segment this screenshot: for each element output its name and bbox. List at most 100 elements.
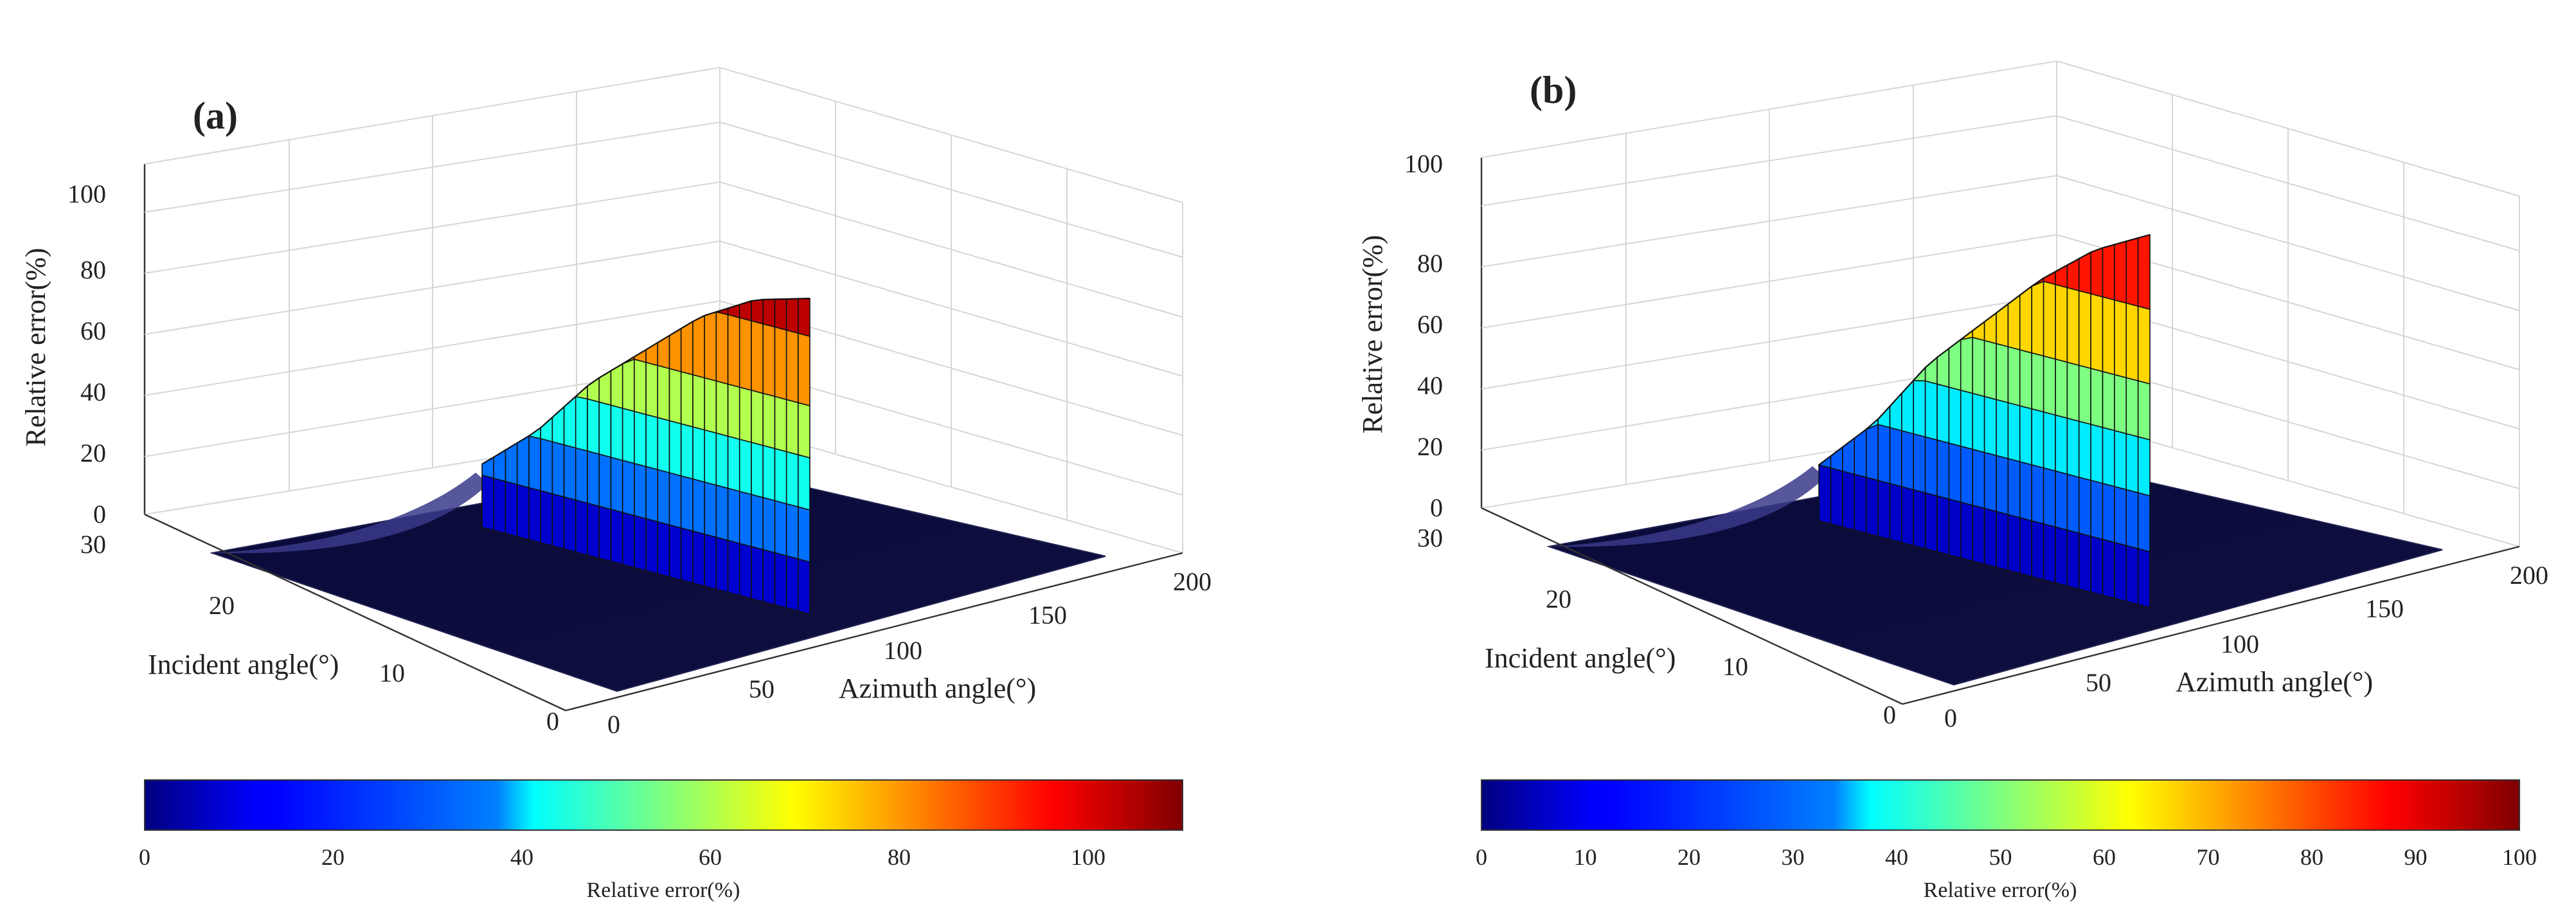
surface-strip <box>1996 511 2009 572</box>
surface-strip <box>798 558 810 615</box>
surface-strip <box>551 440 565 498</box>
surface-strip <box>551 493 565 550</box>
surface-strip <box>715 380 729 437</box>
surface-strip <box>2031 520 2044 581</box>
surface-strip <box>1936 495 1950 556</box>
surface-strip <box>645 466 659 523</box>
panel-b-z-tick: 20 <box>1417 432 1443 461</box>
panel-b-colorbar-tick: 20 <box>1677 844 1701 870</box>
surface-strip <box>798 332 810 407</box>
panel-a-x-label: Azimuth angle(°) <box>839 673 1036 704</box>
panel-a-peak-surface <box>481 298 810 615</box>
surface-strip <box>2125 489 2139 550</box>
panel-a-z-tick: 60 <box>80 316 106 345</box>
surface-strip <box>516 435 530 489</box>
panel-b-colorbar-tick: 100 <box>2502 844 2537 870</box>
surface-strip <box>657 417 670 474</box>
surface-strip <box>1924 356 1938 385</box>
surface-strip <box>2019 285 2032 354</box>
surface-strip <box>657 365 670 422</box>
surface-strip <box>1913 379 1926 438</box>
panel-a-colorbar-tick: 20 <box>321 844 344 870</box>
surface-strip <box>2090 479 2104 540</box>
surface-strip <box>2102 426 2115 487</box>
surface-strip <box>1889 482 1902 543</box>
surface-strip <box>1936 347 1950 388</box>
surface-strip <box>2137 492 2151 553</box>
surface-strip <box>2102 370 2115 431</box>
surface-strip <box>1889 426 1902 487</box>
panel-b-colorbar-tick: 30 <box>1782 844 1805 870</box>
surface-strip <box>657 469 670 526</box>
surface-strip <box>2125 545 2139 606</box>
surface-strip <box>598 453 612 511</box>
surface-strip <box>692 314 705 379</box>
surface-strip <box>2019 404 2032 466</box>
surface-strip <box>1996 303 2009 348</box>
panel-b-x-tick: 50 <box>2086 668 2111 697</box>
panel-a-z-tick: 0 <box>93 500 106 529</box>
surface-strip <box>493 477 506 534</box>
surface-strip <box>1865 476 1879 538</box>
panel-a-colorbar-label: Relative error(%) <box>587 878 740 902</box>
surface-strip <box>704 481 717 538</box>
panel-b-colorbar-tick: 80 <box>2300 844 2323 870</box>
surface-strip <box>2066 361 2080 422</box>
panel-a-y-label: Incident angle(°) <box>148 649 339 680</box>
panel-a-x-axis <box>565 552 1183 712</box>
panel-a-x-tick: 200 <box>1173 567 1212 596</box>
surface-strip <box>1901 430 1914 491</box>
surface-strip <box>2007 458 2021 519</box>
surface-strip <box>2066 473 2080 534</box>
surface-strip <box>1913 489 1926 550</box>
surface-strip <box>692 426 705 483</box>
surface-strip <box>2019 460 2032 521</box>
surface-strip <box>1972 336 1985 397</box>
surface-strip <box>2055 526 2068 587</box>
surface-strip <box>704 429 717 486</box>
surface-strip <box>692 530 705 587</box>
surface-strip <box>645 413 659 471</box>
surface-strip <box>762 392 776 449</box>
panel-b-colorbar <box>1481 779 2520 831</box>
panel-b-z-tick: 40 <box>1417 371 1443 400</box>
surface-strip <box>704 533 717 590</box>
surface-strip <box>2031 352 2044 413</box>
surface-strip <box>633 462 647 520</box>
surface-strip <box>785 399 799 456</box>
panel-label-a: (a) <box>193 95 238 137</box>
surface-strip <box>2078 532 2091 593</box>
panel-a-y-axis <box>144 513 566 712</box>
panel-a-z-label: Relative error(%) <box>20 248 51 446</box>
panel-b-peak-surface <box>1818 233 2151 609</box>
panel-b-x-tick: 200 <box>2510 561 2548 590</box>
panel-a-colorbar-tick: 80 <box>888 844 911 870</box>
panel-a-z-tick: 40 <box>80 377 106 406</box>
panel-a-floor-ridge-left <box>212 473 488 554</box>
surface-strip <box>645 361 659 419</box>
surface-strip <box>1924 380 1938 441</box>
panel-b-y-tick: 20 <box>1546 584 1571 613</box>
panel-a-x-tick: 50 <box>749 675 774 703</box>
surface-strip <box>2125 302 2139 382</box>
surface-strip <box>1936 383 1950 444</box>
surface-strip <box>2090 367 2104 428</box>
surface-strip <box>738 439 752 495</box>
surface-strip <box>1842 437 1855 475</box>
surface-strip <box>738 386 752 443</box>
surface-strip <box>1877 480 1891 540</box>
surface-strip <box>1983 395 1997 457</box>
surface-strip <box>2114 430 2127 491</box>
surface-strip <box>1996 455 2009 516</box>
surface-strip <box>2102 482 2115 543</box>
surface-strip <box>727 487 740 545</box>
surface-strip <box>785 298 799 334</box>
surface-strip <box>2102 244 2115 301</box>
surface-strip <box>598 401 612 458</box>
surface-strip <box>668 472 682 529</box>
panel-a: (a) 0 <box>20 66 1212 902</box>
surface-strip <box>2114 485 2127 547</box>
panel-b-x-tick: 100 <box>2221 630 2259 658</box>
surface-strip <box>785 555 799 612</box>
surface-strip <box>1877 424 1891 484</box>
